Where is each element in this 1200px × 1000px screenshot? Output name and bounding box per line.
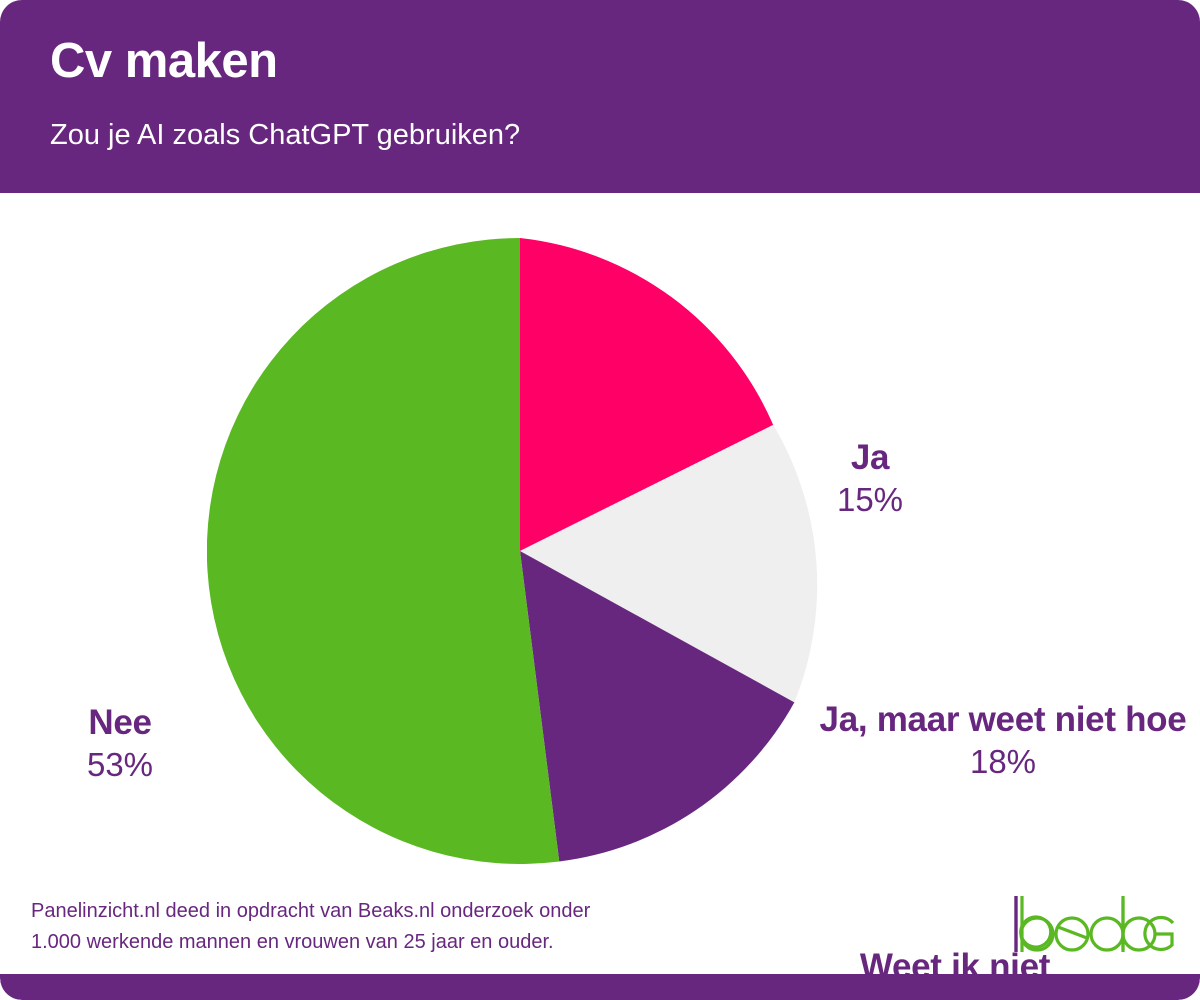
page-title: Cv maken xyxy=(50,34,278,88)
pie-label-ja-value: 15% xyxy=(836,481,904,518)
pie-slice-nee[interactable] xyxy=(207,238,560,864)
source-note-line-2: 1.000 werkende mannen en vrouwen van 25 … xyxy=(31,931,554,953)
pie-label-nee-name: Nee xyxy=(88,703,152,742)
pie-label-ja-maar-weet-niet-hoe-value: 18% xyxy=(969,743,1037,780)
header-banner: Cv maken Zou je AI zoals ChatGPT gebruik… xyxy=(0,0,1200,193)
pie-slice-ja[interactable] xyxy=(520,238,774,551)
pie-slice-ja-maar-weet-niet-hoe[interactable] xyxy=(520,424,818,703)
bottom-bar xyxy=(0,974,1200,1000)
beaks-logo xyxy=(1006,892,1176,958)
chart-area: Ja 15% Ja, maar weet niet hoe 18% Weet i… xyxy=(0,193,1200,1000)
pie-label-ja-maar-weet-niet-hoe: Ja, maar weet niet hoe 18% xyxy=(818,698,1188,783)
page-subtitle: Zou je AI zoals ChatGPT gebruiken? xyxy=(50,119,521,151)
pie-label-nee-value: 53% xyxy=(86,746,154,783)
pie-label-nee: Nee 53% xyxy=(22,701,218,786)
beaks-logo-svg xyxy=(1014,896,1175,952)
pie-chart-svg xyxy=(207,238,818,864)
pie-chart xyxy=(207,238,833,864)
pie-label-ja-name: Ja xyxy=(850,438,890,477)
pie-label-ja-maar-weet-niet-hoe-name: Ja, maar weet niet hoe xyxy=(819,700,1187,739)
source-note-line-1: Panelinzicht.nl deed in opdracht van Bea… xyxy=(31,900,591,922)
footer: Panelinzicht.nl deed in opdracht van Bea… xyxy=(0,874,1200,974)
pie-slice-weet-ik-niet[interactable] xyxy=(520,551,795,862)
pie-label-ja: Ja 15% xyxy=(760,436,980,521)
source-note: Panelinzicht.nl deed in opdracht van Bea… xyxy=(31,896,791,958)
